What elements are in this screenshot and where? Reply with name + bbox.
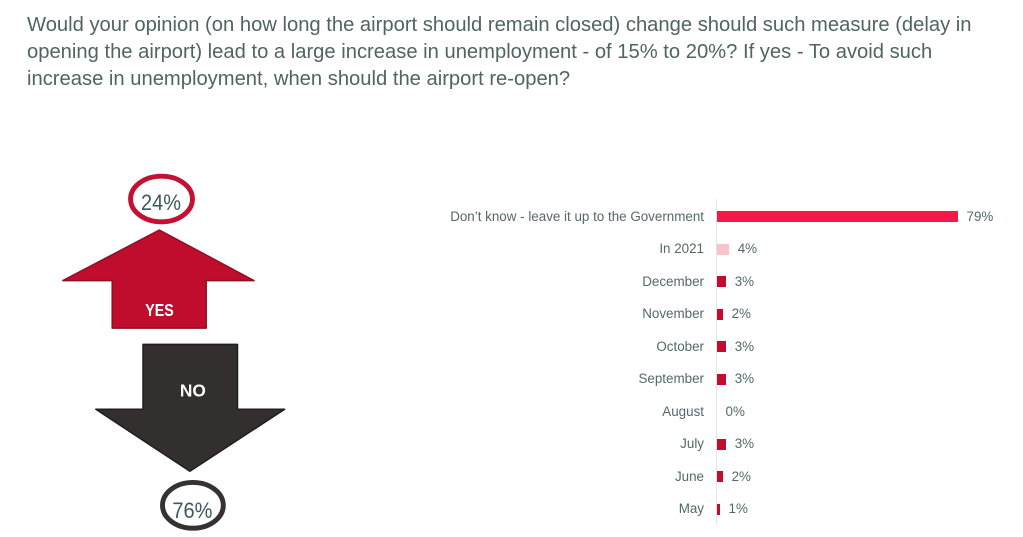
svg-text:76%: 76% (172, 498, 212, 523)
svg-text:NO: NO (180, 380, 206, 400)
svg-text:24%: 24% (141, 190, 181, 215)
svg-text:YES: YES (145, 300, 174, 320)
